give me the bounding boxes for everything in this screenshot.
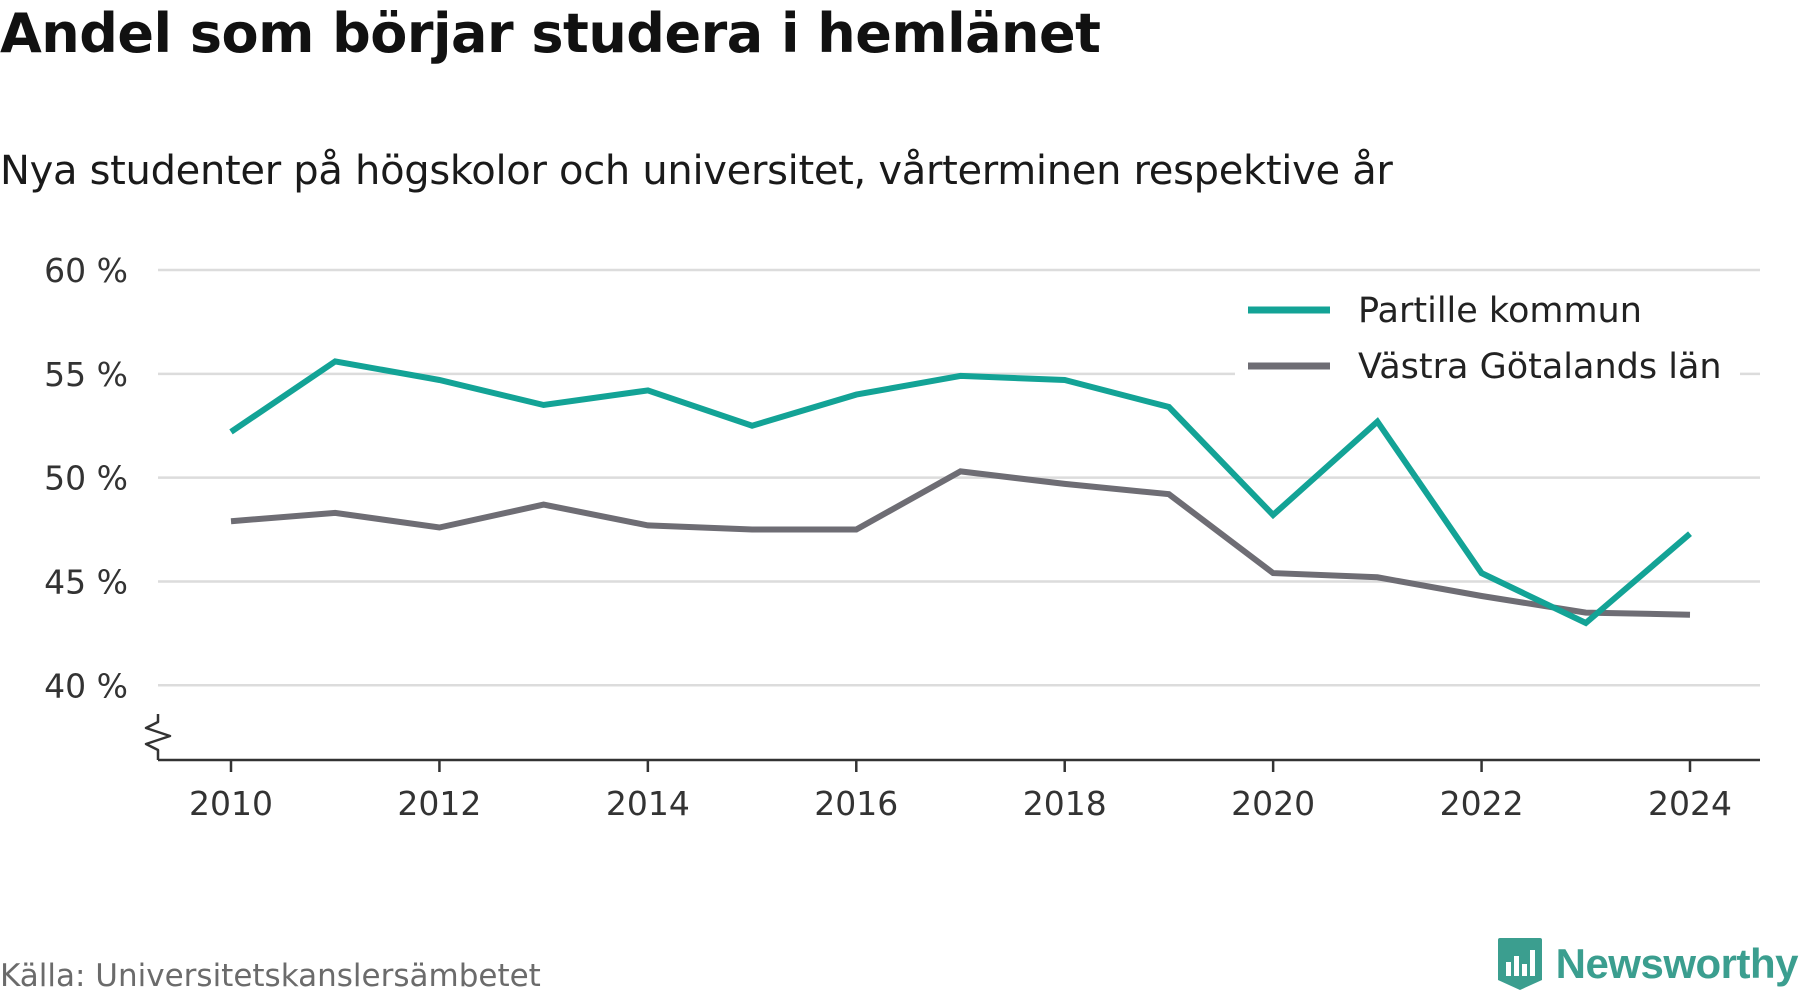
series-line-0 — [229, 358, 1692, 627]
series-line-1 — [230, 468, 1691, 618]
x-tick-label: 2020 — [1231, 784, 1315, 823]
chart-title: Andel som börjar studera i hemlänet — [0, 2, 1101, 65]
newsworthy-logo-icon — [1497, 938, 1542, 990]
x-tick-label: 2016 — [814, 784, 898, 823]
brand-name: Newsworthy — [1555, 940, 1799, 987]
brand-logo: Newsworthy — [1496, 936, 1799, 992]
x-tick-label: 2014 — [606, 784, 690, 823]
x-tick-label: 2010 — [189, 784, 273, 823]
x-tick-label: 2018 — [1023, 784, 1107, 823]
y-tick-label: 55 % — [44, 355, 128, 394]
y-tick-label: 40 % — [44, 666, 128, 705]
x-tick-label: 2022 — [1440, 784, 1524, 823]
axis-break-icon — [144, 714, 172, 760]
series-lines — [229, 358, 1692, 627]
legend-label-0: Partille kommun — [1358, 291, 1642, 331]
y-tick-label: 45 % — [44, 562, 128, 601]
legend-label-1: Västra Götalands län — [1358, 347, 1722, 387]
y-tick-label: 50 % — [44, 459, 128, 498]
source-note: Källa: Universitetskanslersämbetet — [0, 958, 541, 994]
legend-background — [1235, 285, 1740, 395]
axes: 40 % 45 % 50 % 55 % 60 % 2010 2012 2014 2016 2018… — [44, 251, 1760, 823]
x-tick-label: 2024 — [1648, 784, 1732, 823]
chart-subtitle: Nya studenter på högskolor och universit… — [0, 148, 1393, 194]
legend: Partille kommun Västra Götalands län — [1235, 285, 1740, 395]
x-tick-label: 2012 — [397, 784, 481, 823]
y-tick-label: 60 % — [44, 251, 128, 290]
